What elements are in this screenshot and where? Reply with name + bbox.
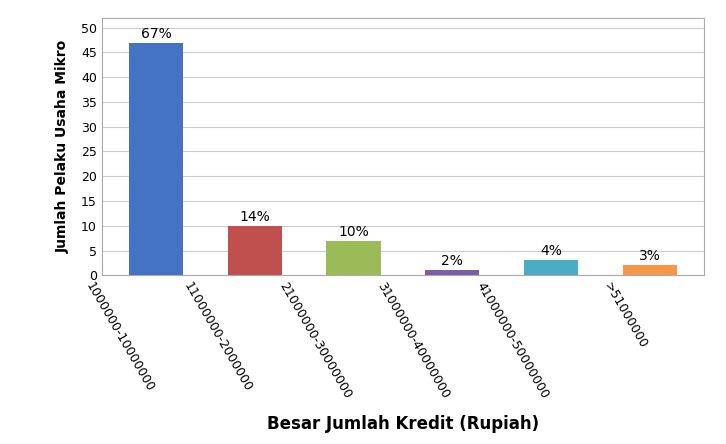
Bar [327, 241, 380, 275]
Text: 4%: 4% [540, 245, 562, 258]
Bar [622, 266, 677, 275]
Text: 10%: 10% [338, 225, 369, 238]
Y-axis label: Jumlah Pelaku Usaha Mikro: Jumlah Pelaku Usaha Mikro [56, 40, 70, 253]
Text: 14%: 14% [240, 210, 270, 224]
Bar [425, 270, 479, 275]
X-axis label: Besar Jumlah Kredit (Rupiah): Besar Jumlah Kredit (Rupiah) [267, 415, 539, 433]
Bar [129, 43, 184, 275]
Text: 67%: 67% [141, 27, 171, 40]
Bar [228, 226, 282, 275]
Text: 2%: 2% [441, 254, 463, 268]
Text: 3%: 3% [639, 250, 661, 263]
Bar [524, 261, 578, 275]
